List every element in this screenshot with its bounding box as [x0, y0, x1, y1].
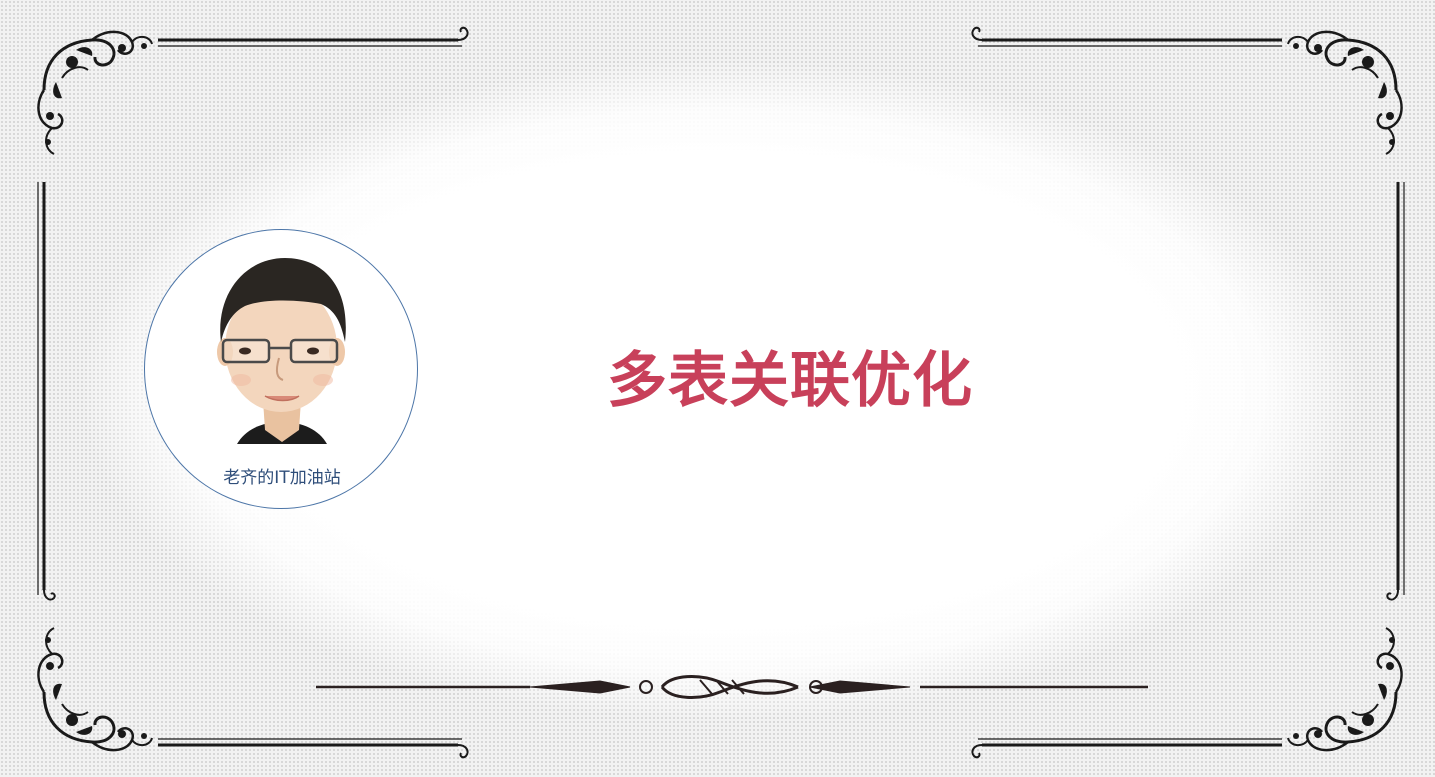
corner-ornament-top-left [36, 30, 154, 156]
avatar [217, 258, 346, 444]
slide-title: 多表关联优化 [607, 346, 973, 416]
corner-ornament-top-right [1286, 30, 1404, 156]
divider-ornament [316, 675, 1148, 699]
corner-ornament-bottom-right [1286, 626, 1404, 752]
corner-ornament-bottom-left [36, 626, 154, 752]
avatar-hair [220, 258, 346, 342]
author-avatar-badge: 老齐的IT加油站 [144, 229, 418, 509]
author-caption: 老齐的IT加油站 [223, 468, 341, 488]
